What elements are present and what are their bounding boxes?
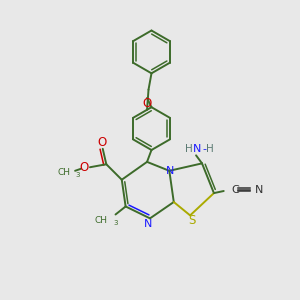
Text: O: O [97, 136, 106, 149]
Text: N: N [144, 219, 153, 229]
Text: C: C [232, 184, 239, 194]
Text: CH: CH [95, 216, 108, 225]
Text: H: H [185, 144, 193, 154]
Text: 3: 3 [76, 172, 80, 178]
Text: S: S [188, 214, 195, 227]
Text: O: O [142, 98, 152, 110]
Text: -: - [202, 144, 206, 154]
Text: O: O [80, 161, 88, 174]
Text: N: N [166, 166, 174, 176]
Text: N: N [255, 184, 263, 194]
Text: N: N [193, 144, 201, 154]
Text: CH: CH [58, 168, 70, 177]
Text: H: H [206, 144, 214, 154]
Text: 3: 3 [113, 220, 118, 226]
